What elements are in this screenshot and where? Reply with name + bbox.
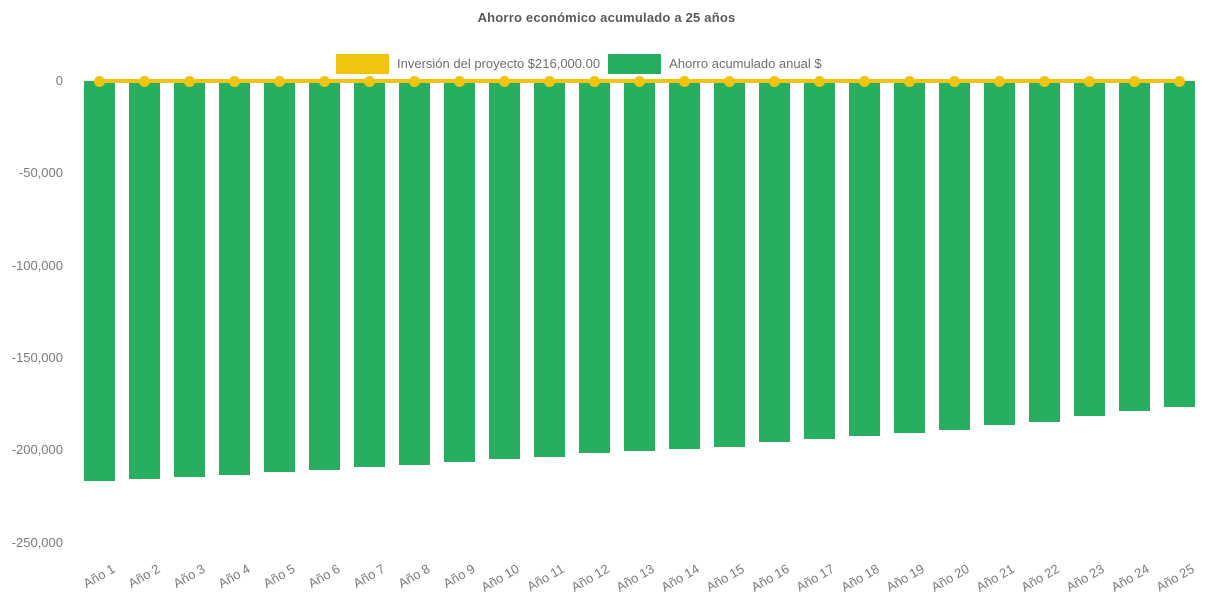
x-tick-label: Año 23: [1063, 561, 1107, 595]
bar: [669, 81, 700, 450]
line-point-dot: [589, 75, 600, 87]
line-point-dot: [274, 75, 285, 87]
bar: [534, 81, 565, 457]
x-tick-label: Año 8: [395, 561, 432, 591]
bar: [309, 81, 340, 470]
x-tick-label: Año 5: [260, 561, 297, 591]
line-point-dot: [409, 75, 420, 87]
line-point-dot: [679, 75, 690, 87]
bar: [1029, 81, 1060, 422]
line-point-dot: [1174, 75, 1185, 87]
legend-label-investment[interactable]: Inversión del proyecto $216,000.00: [397, 56, 601, 71]
y-tick-label: -250,000: [11, 534, 63, 550]
x-tick-label: Año 21: [973, 561, 1017, 595]
bar: [804, 81, 835, 440]
bar: [174, 81, 205, 477]
y-tick-label: -150,000: [11, 349, 63, 365]
line-point-dot: [184, 75, 195, 87]
line-point-dot: [814, 75, 825, 87]
x-tick-label: Año 13: [613, 561, 657, 595]
x-tick-label: Año 19: [883, 561, 927, 595]
line-point-dot: [1084, 75, 1095, 87]
chart-title: Ahorro económico acumulado a 25 años: [477, 10, 736, 25]
line-point-dot: [364, 75, 375, 87]
x-tick-label: Año 16: [748, 561, 792, 595]
bar: [1074, 81, 1105, 417]
x-tick-label: Año 14: [658, 561, 702, 595]
x-tick-label: Año 20: [928, 561, 972, 595]
line-point-dot: [994, 75, 1005, 87]
legend: Inversión del proyecto $216,000.00 Ahorr…: [336, 53, 822, 74]
line-point-dot: [1039, 75, 1050, 87]
x-tick-label: Año 3: [170, 561, 207, 591]
bar: [939, 81, 970, 430]
line-point-dot: [499, 75, 510, 87]
x-tick-label: Año 2: [125, 561, 162, 591]
bar: [129, 81, 160, 479]
bar: [1119, 81, 1150, 412]
line-point-dot: [454, 75, 465, 87]
line-point-dot: [139, 75, 150, 87]
bar: [714, 81, 745, 447]
savings-swatch[interactable]: [608, 53, 662, 74]
bar: [849, 81, 880, 437]
bar: [624, 81, 655, 452]
line-point-dot: [724, 75, 735, 87]
bar: [759, 81, 790, 442]
bar: [894, 81, 925, 433]
x-tick-label: Año 15: [703, 561, 747, 595]
bar: [219, 81, 250, 476]
investment-swatch[interactable]: [336, 53, 389, 74]
bar: [264, 81, 295, 473]
line-point-dot: [859, 75, 870, 87]
bar: [444, 81, 475, 463]
line-point-dot: [949, 75, 960, 87]
x-tick-label: Año 17: [793, 561, 837, 595]
x-tick-label: Año 22: [1018, 561, 1062, 595]
x-tick-label: Año 12: [568, 561, 612, 595]
legend-label-savings[interactable]: Ahorro acumulado anual $: [669, 56, 822, 71]
bar: [354, 81, 385, 467]
x-tick-label: Año 6: [305, 561, 342, 591]
bar: [489, 81, 520, 460]
line-point-dot: [229, 75, 240, 87]
x-tick-label: Año 1: [80, 561, 117, 591]
x-tick-label: Año 24: [1108, 561, 1152, 595]
x-tick-label: Año 4: [215, 561, 252, 591]
bar: [984, 81, 1015, 426]
y-tick-label: 0: [55, 73, 63, 88]
bar: [1164, 81, 1195, 407]
x-tick-label: Año 7: [350, 561, 387, 591]
line-point-dot: [634, 75, 645, 87]
x-tick-label: Año 25: [1153, 561, 1197, 595]
y-tick-label: -50,000: [18, 165, 63, 181]
line-point-dot: [319, 75, 330, 87]
y-tick-label: -100,000: [11, 257, 63, 273]
line-point-dot: [94, 75, 105, 87]
bar: [399, 81, 430, 465]
y-tick-label: -200,000: [11, 442, 63, 458]
x-tick-label: Año 9: [440, 561, 477, 591]
x-tick-label: Año 11: [524, 561, 567, 595]
bar: [579, 81, 610, 453]
line-point-dot: [544, 75, 555, 87]
x-tick-label: Año 18: [838, 561, 882, 595]
x-tick-label: Año 10: [478, 561, 522, 595]
bar: [84, 81, 115, 481]
line-point-dot: [1129, 75, 1140, 87]
line-point-dot: [904, 75, 915, 87]
line-point-dot: [769, 75, 780, 87]
